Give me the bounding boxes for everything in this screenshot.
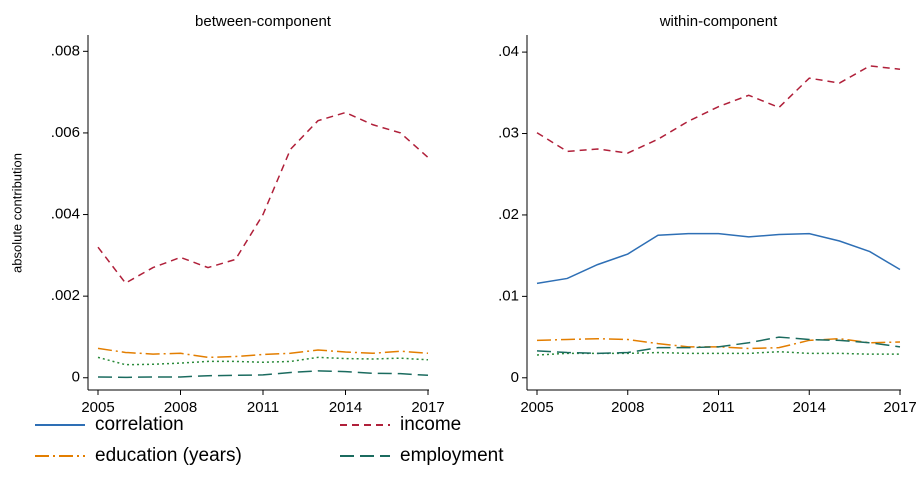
y-tick-label: .002 xyxy=(51,287,80,304)
y-tick-label: .02 xyxy=(498,206,519,223)
y-tick-label: .006 xyxy=(51,124,80,141)
series-line xyxy=(536,65,901,154)
y-tick-label: .008 xyxy=(51,42,80,59)
legend-label: employment xyxy=(400,445,504,466)
series-line xyxy=(97,370,429,379)
y-tick-label: 0 xyxy=(511,369,519,386)
x-tick-label: 2008 xyxy=(164,399,197,416)
chart-title: within-component xyxy=(659,13,778,30)
legend-label: income xyxy=(400,414,461,435)
y-tick-label: .01 xyxy=(498,287,519,304)
series-line xyxy=(97,356,429,366)
y-tick-label: .004 xyxy=(51,206,80,223)
series-line xyxy=(97,347,429,359)
legend-label: correlation xyxy=(95,414,184,435)
x-tick-label: 2017 xyxy=(883,399,916,416)
y-axis-label: absolute contribution xyxy=(9,153,24,273)
series-line xyxy=(97,111,429,285)
chart-title: between-component xyxy=(195,13,332,30)
x-tick-label: 2005 xyxy=(520,399,553,416)
y-tick-label: 0 xyxy=(72,369,80,386)
y-tick-label: .04 xyxy=(498,43,519,60)
x-tick-label: 2014 xyxy=(793,399,826,416)
x-tick-label: 2011 xyxy=(247,399,279,416)
series-line xyxy=(536,232,901,285)
y-tick-label: .03 xyxy=(498,124,519,141)
x-tick-label: 2017 xyxy=(411,399,444,416)
x-tick-label: 2008 xyxy=(611,399,644,416)
x-tick-label: 2014 xyxy=(329,399,362,416)
x-tick-label: 2005 xyxy=(81,399,114,416)
legend-label: education (years) xyxy=(95,445,242,466)
series-line xyxy=(536,350,900,356)
series-line xyxy=(536,336,901,355)
x-tick-label: 2011 xyxy=(702,399,734,416)
